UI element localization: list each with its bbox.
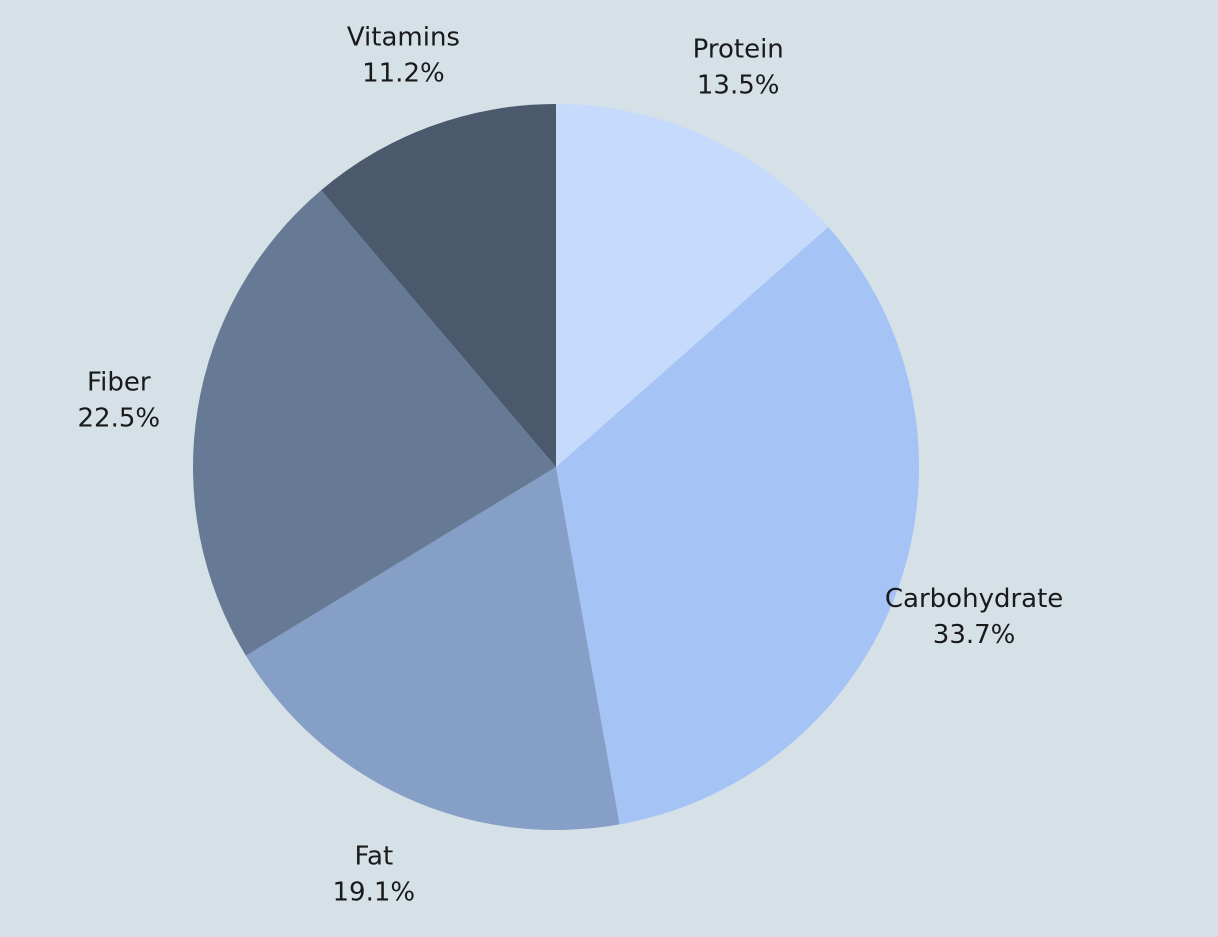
pie-slice-fat <box>245 467 620 831</box>
slice-label-protein: Protein 13.5% <box>693 34 784 100</box>
slice-label-name: Vitamins <box>347 22 460 52</box>
pie-labels: Protein 13.5% Carbohydrate 33.7% Fat 19.1% Fib… <box>77 22 1063 907</box>
slice-label-name: Protein <box>693 34 784 64</box>
slice-label-value: 13.5% <box>697 70 780 100</box>
slice-label-value: 33.7% <box>933 620 1016 650</box>
slice-label-value: 11.2% <box>362 58 445 88</box>
pie-slices <box>193 104 920 831</box>
slice-label-vitamins: Vitamins 11.2% <box>347 22 460 88</box>
slice-label-value: 22.5% <box>77 403 160 433</box>
slice-label-name: Carbohydrate <box>885 584 1063 614</box>
pie-slice-vitamins <box>321 104 556 467</box>
slice-label-name: Fat <box>354 842 393 872</box>
slice-label-fat: Fat 19.1% <box>332 842 415 908</box>
slice-label-carbohydrate: Carbohydrate 33.7% <box>885 584 1063 650</box>
pie-slice-fiber <box>193 190 556 656</box>
pie-slice-protein <box>556 104 829 467</box>
pie-slice-carbohydrate <box>556 226 920 825</box>
slice-label-fiber: Fiber 22.5% <box>77 367 160 433</box>
slice-label-name: Fiber <box>87 367 151 397</box>
slice-label-value: 19.1% <box>332 878 415 908</box>
